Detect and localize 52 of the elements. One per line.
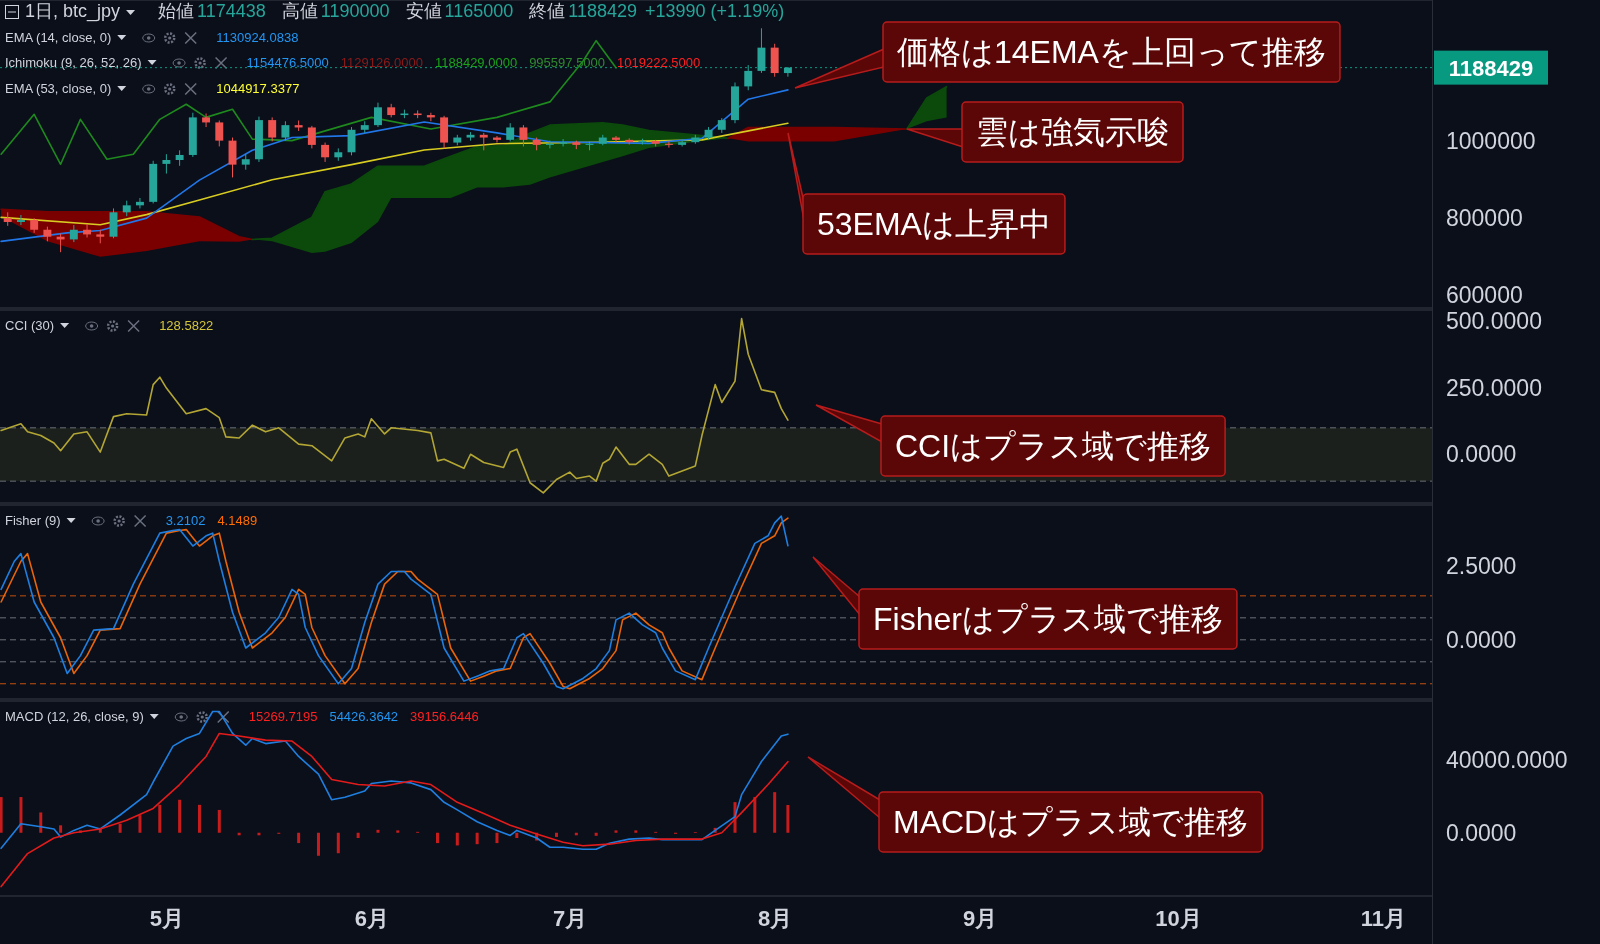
annotation: EMA (14, close, 0) bbox=[5, 30, 112, 45]
annotation: 雲は強気示唆 bbox=[976, 114, 1169, 150]
annotation: CCI (30) bbox=[5, 318, 55, 333]
annotation: 1129126.0000 bbox=[340, 55, 423, 70]
annotation: Fisher (9) bbox=[5, 513, 61, 528]
y-tick-label: 600000 bbox=[1446, 282, 1523, 309]
annotation: 1130924.0838 bbox=[216, 30, 299, 45]
x-tick-label: 11月 bbox=[1360, 905, 1407, 931]
annotation: +13990 (+1.19%) bbox=[645, 1, 785, 21]
annotation: 高値 bbox=[281, 1, 318, 21]
y-tick-label: 40000.0000 bbox=[1446, 747, 1568, 774]
x-tick-label: 5月 bbox=[149, 905, 185, 931]
y-tick-label: 0.0000 bbox=[1446, 626, 1517, 653]
chart-title: 1日, btc_jpy bbox=[25, 1, 121, 22]
annotation: 54426.3642 bbox=[329, 709, 399, 724]
y-tick-label: 800000 bbox=[1446, 204, 1523, 231]
annotation: 始値 bbox=[158, 1, 195, 21]
y-tick-label: 0.0000 bbox=[1446, 819, 1517, 846]
x-tick-label: 6月 bbox=[354, 905, 389, 931]
annotation: 1188429.0000 bbox=[434, 55, 518, 70]
annotation: 3.2102 bbox=[165, 513, 206, 528]
y-tick-label: 2.5000 bbox=[1446, 553, 1517, 580]
annotation: 1019222.5000 bbox=[617, 55, 701, 70]
annotation: 1190000 bbox=[320, 1, 390, 21]
annotation: 39156.6446 bbox=[410, 709, 479, 724]
x-tick-label: 10月 bbox=[1155, 905, 1202, 931]
annotation: 安値 bbox=[405, 1, 442, 21]
ref-line-label: 1188429 bbox=[1448, 55, 1534, 81]
annotation: Fisherはプラス域で推移 bbox=[873, 601, 1223, 637]
annotation: 4.1489 bbox=[217, 513, 258, 528]
y-tick-label: 500.0000 bbox=[1446, 308, 1542, 335]
annotation: Ichimoku (9, 26, 52, 26) bbox=[5, 55, 142, 70]
annotation: 終値 bbox=[528, 1, 566, 21]
y-tick-label: 0.0000 bbox=[1446, 441, 1517, 468]
annotation: 1188429 bbox=[568, 1, 638, 21]
annotation: 1165000 bbox=[444, 1, 514, 21]
annotation: MACDはプラス域で推移 bbox=[893, 804, 1249, 840]
x-tick-label: 7月 bbox=[553, 905, 588, 931]
annotation: 価格は14EMAを上回って推移 bbox=[897, 34, 1326, 70]
annotation: 53EMAは上昇中 bbox=[817, 206, 1051, 242]
annotation: 1174438 bbox=[197, 1, 266, 21]
annotation: 128.5822 bbox=[159, 318, 214, 333]
annotation: 15269.7195 bbox=[248, 709, 318, 724]
annotation: 1154476.5000 bbox=[246, 55, 329, 70]
x-tick-label: 8月 bbox=[758, 905, 793, 931]
annotation: 1044917.3377 bbox=[216, 81, 300, 96]
annotation: CCIはプラス域で推移 bbox=[895, 428, 1212, 464]
x-tick-label: 9月 bbox=[963, 905, 998, 931]
y-tick-label: 250.0000 bbox=[1446, 374, 1542, 401]
y-tick-label: 1000000 bbox=[1446, 127, 1536, 154]
annotation: EMA (53, close, 0) bbox=[5, 81, 112, 96]
annotation: MACD (12, 26, close, 9) bbox=[5, 709, 144, 724]
